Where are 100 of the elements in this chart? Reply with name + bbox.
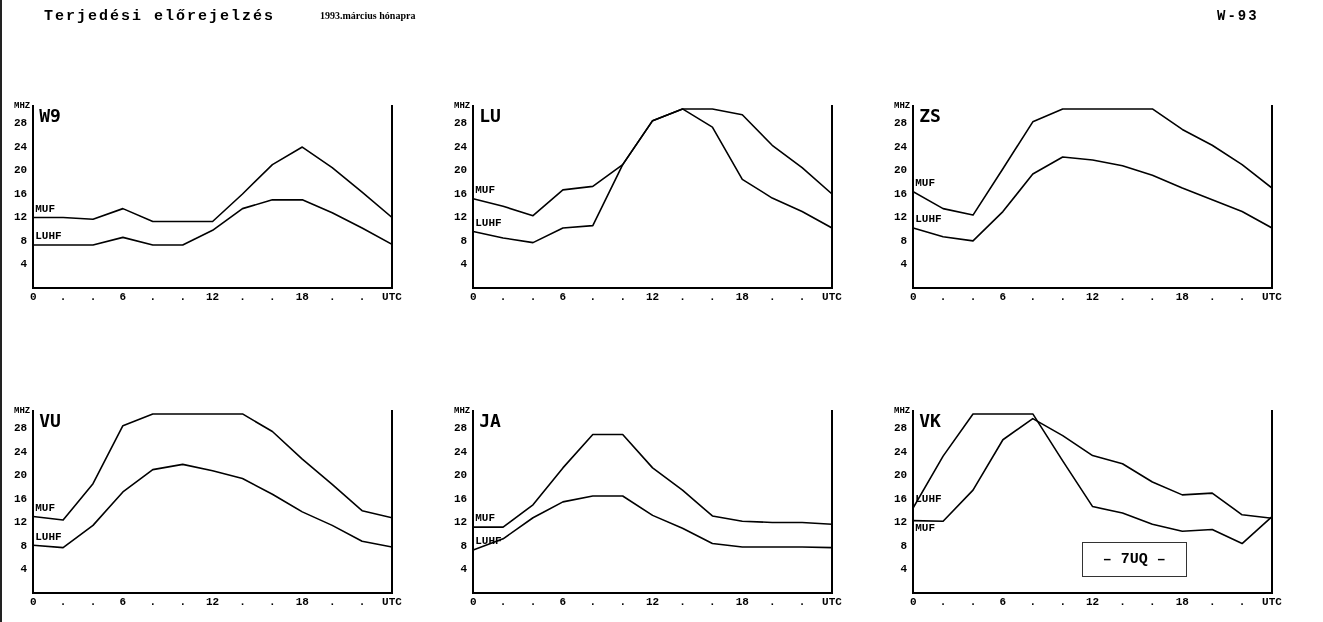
x-tick-label: .	[1238, 291, 1246, 304]
y-tick-label: 4	[900, 563, 908, 576]
y-tick-label: 12	[454, 211, 468, 224]
x-tick-label: 18	[735, 291, 750, 304]
x-tick-label: .	[149, 291, 157, 304]
y-tick-label: 8	[900, 539, 908, 552]
y-tick-label: 16	[14, 187, 28, 200]
x-tick-label: .	[1149, 291, 1156, 304]
y-tick-label: 16	[894, 492, 908, 505]
x-tick-label: 18	[295, 291, 310, 304]
y-tick-label: 24	[454, 445, 468, 458]
x-tick-label: .	[709, 291, 716, 304]
x-tick-label: .	[529, 291, 537, 304]
x-tick-label: .	[499, 596, 507, 609]
y-tick-label: 24	[894, 445, 908, 458]
y-tick-label: 12	[894, 516, 908, 529]
x-tick-label: UTC	[382, 291, 403, 304]
x-tick-label: UTC	[382, 596, 403, 609]
y-tick-label: 12	[14, 211, 28, 224]
series-label: LUHF	[35, 530, 62, 543]
x-tick-label: .	[328, 291, 336, 304]
y-tick-label: 16	[894, 187, 908, 200]
y-tick-label: 4	[20, 258, 28, 271]
x-tick-label: .	[679, 291, 686, 304]
x-tick-label: 12	[646, 596, 660, 609]
y-tick-label: 20	[454, 164, 468, 177]
x-tick-label: .	[269, 291, 276, 304]
x-tick-label: 0	[469, 291, 477, 304]
x-tick-label: 6	[559, 596, 567, 609]
y-axis-title: MHZ	[894, 101, 911, 111]
y-tick-label: 24	[14, 140, 28, 153]
y-tick-label: 20	[894, 469, 908, 482]
x-tick-label: .	[1119, 291, 1126, 304]
series-label: MUF	[915, 176, 936, 189]
x-tick-label: .	[1029, 291, 1037, 304]
x-tick-label: 6	[559, 291, 567, 304]
x-tick-label: .	[969, 291, 977, 304]
text: 1993.március hónapra	[320, 10, 416, 21]
x-tick-label: .	[679, 596, 686, 609]
y-tick-label: 16	[454, 492, 468, 505]
x-tick-label: 12	[1086, 291, 1100, 304]
chart-title: VU	[39, 410, 61, 431]
series-label: MUF	[915, 521, 936, 534]
y-tick-label: 4	[900, 258, 908, 271]
y-tick-label: 12	[14, 516, 28, 529]
y-tick-label: 28	[14, 117, 28, 130]
x-tick-label: .	[939, 291, 947, 304]
x-tick-label: 6	[999, 596, 1007, 609]
x-tick-label: .	[798, 291, 806, 304]
x-tick-label: 18	[1175, 291, 1190, 304]
x-tick-label: .	[59, 596, 67, 609]
chart-title: ZS	[919, 105, 941, 126]
x-tick-label: 12	[206, 291, 220, 304]
y-tick-label: 12	[454, 516, 468, 529]
x-tick-label: 12	[646, 291, 660, 304]
x-tick-label: .	[1238, 596, 1246, 609]
x-tick-label: .	[589, 291, 597, 304]
y-tick-label: 4	[20, 563, 28, 576]
x-tick-label: 6	[119, 291, 127, 304]
x-tick-label: .	[619, 596, 627, 609]
y-tick-label: 24	[454, 140, 468, 153]
x-tick-label: 0	[909, 291, 917, 304]
x-tick-label: .	[1059, 291, 1067, 304]
x-tick-label: .	[358, 596, 366, 609]
chart-title: LU	[479, 105, 501, 126]
x-tick-label: UTC	[1262, 291, 1283, 304]
y-tick-label: 8	[20, 234, 28, 247]
x-tick-label: 0	[29, 596, 37, 609]
x-tick-label: .	[89, 291, 97, 304]
y-tick-label: 24	[894, 140, 908, 153]
y-tick-label: 20	[454, 469, 468, 482]
x-tick-label: .	[709, 596, 716, 609]
y-tick-label: 20	[894, 164, 908, 177]
y-tick-label: 20	[14, 469, 28, 482]
x-tick-label: .	[1119, 596, 1126, 609]
y-axis-title: MHZ	[14, 101, 31, 111]
chart-title: VK	[919, 410, 942, 431]
y-tick-label: 4	[460, 563, 468, 576]
x-tick-label: .	[939, 596, 947, 609]
y-tick-label: 16	[14, 492, 28, 505]
x-tick-label: .	[529, 596, 537, 609]
x-tick-label: .	[499, 291, 507, 304]
x-tick-label: .	[589, 596, 597, 609]
chart-title: W9	[39, 105, 61, 126]
x-tick-label: 6	[119, 596, 127, 609]
x-tick-label: .	[768, 596, 776, 609]
x-tick-label: 0	[909, 596, 917, 609]
y-tick-label: 20	[14, 164, 28, 177]
x-tick-label: .	[179, 291, 187, 304]
x-tick-label: 12	[1086, 596, 1100, 609]
x-tick-label: .	[798, 596, 806, 609]
x-tick-label: .	[969, 596, 977, 609]
x-tick-label: .	[179, 596, 187, 609]
x-tick-label: 18	[735, 596, 750, 609]
y-axis-title: MHZ	[894, 406, 911, 416]
y-tick-label: 8	[900, 234, 908, 247]
x-tick-label: .	[768, 291, 776, 304]
x-tick-label: 18	[295, 596, 310, 609]
x-tick-label: 18	[1175, 596, 1190, 609]
y-tick-label: 24	[14, 445, 28, 458]
